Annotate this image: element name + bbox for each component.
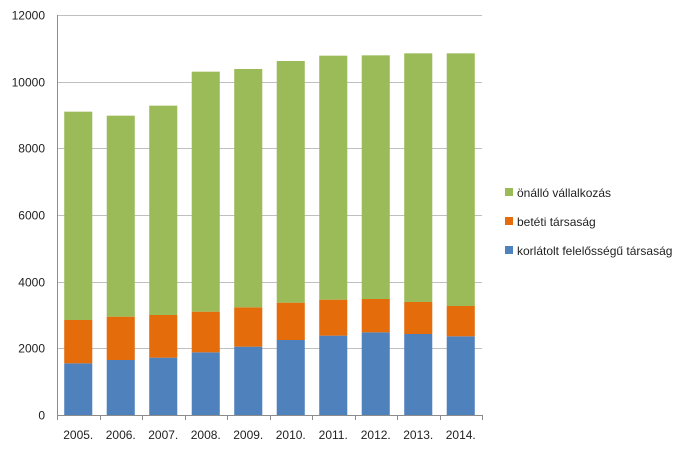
bar-kft-2005 <box>64 363 93 415</box>
bar-egyeni-2006 <box>106 115 135 317</box>
y-axis-tick-labels: 0 2000 4000 6000 8000 10000 12000 <box>12 9 46 423</box>
x-tick-label: 2011. <box>319 428 348 442</box>
legend-label: betéti társaság <box>517 215 596 229</box>
bars <box>64 53 475 415</box>
bar-kft-2012 <box>361 332 390 415</box>
legend: önálló vállalkozás betéti társaság korláto… <box>505 186 672 258</box>
x-tick-label: 2013. <box>403 428 433 442</box>
bar-kft-2014 <box>446 336 475 415</box>
bar-kft-2008 <box>191 352 220 415</box>
legend-label: önálló vállalkozás <box>517 186 611 200</box>
x-tick-label: 2005. <box>63 428 93 442</box>
y-tick-label: 2000 <box>18 342 45 356</box>
bar-bt-2007 <box>149 315 178 358</box>
legend-swatch <box>505 246 513 254</box>
bar-bt-2006 <box>106 316 135 360</box>
x-tick-label: 2006. <box>106 428 136 442</box>
x-tick-label: 2012. <box>361 428 391 442</box>
x-tick-label: 2014. <box>446 428 476 442</box>
bar-bt-2012 <box>361 299 390 333</box>
x-tick-label: 2009. <box>233 428 263 442</box>
legend-swatch <box>505 188 513 196</box>
bar-egyeni-2008 <box>191 71 220 312</box>
x-tick-label: 2007. <box>148 428 178 442</box>
bar-egyeni-2013 <box>404 53 433 303</box>
y-tick-label: 12000 <box>12 9 46 23</box>
bar-kft-2007 <box>149 357 178 415</box>
bar-bt-2013 <box>404 302 433 334</box>
legend-label: korlátolt felelősségű társaság <box>517 244 672 258</box>
bar-kft-2010 <box>276 340 305 415</box>
legend-swatch <box>505 217 513 225</box>
bar-egyeni-2005 <box>64 111 93 321</box>
bar-kft-2009 <box>234 346 263 415</box>
bar-egyeni-2007 <box>149 105 178 316</box>
bar-bt-2014 <box>446 306 475 337</box>
axes <box>57 15 483 420</box>
y-tick-label: 8000 <box>18 142 45 156</box>
bar-egyeni-2014 <box>446 53 475 307</box>
bar-egyeni-2010 <box>276 61 305 303</box>
bar-bt-2009 <box>234 307 263 347</box>
bar-egyeni-2011 <box>319 55 348 300</box>
bar-kft-2006 <box>106 360 135 415</box>
y-tick-label: 10000 <box>12 76 46 90</box>
x-axis-tick-labels: 2005. 2006. 2007. 2008. 2009. 2010. 2011. 2012.… <box>63 428 476 442</box>
bar-bt-2011 <box>319 299 348 336</box>
y-tick-label: 6000 <box>18 209 45 223</box>
bar-kft-2011 <box>319 335 348 415</box>
bar-kft-2013 <box>404 334 433 415</box>
bar-bt-2008 <box>191 311 220 353</box>
x-tick-label: 2010. <box>276 428 306 442</box>
bar-egyeni-2009 <box>234 69 263 308</box>
y-tick-label: 0 <box>38 409 45 423</box>
bar-egyeni-2012 <box>361 55 390 300</box>
bar-bt-2010 <box>276 302 305 340</box>
bar-bt-2005 <box>64 320 93 364</box>
x-tick-label: 2008. <box>191 428 221 442</box>
y-tick-label: 4000 <box>18 276 45 290</box>
